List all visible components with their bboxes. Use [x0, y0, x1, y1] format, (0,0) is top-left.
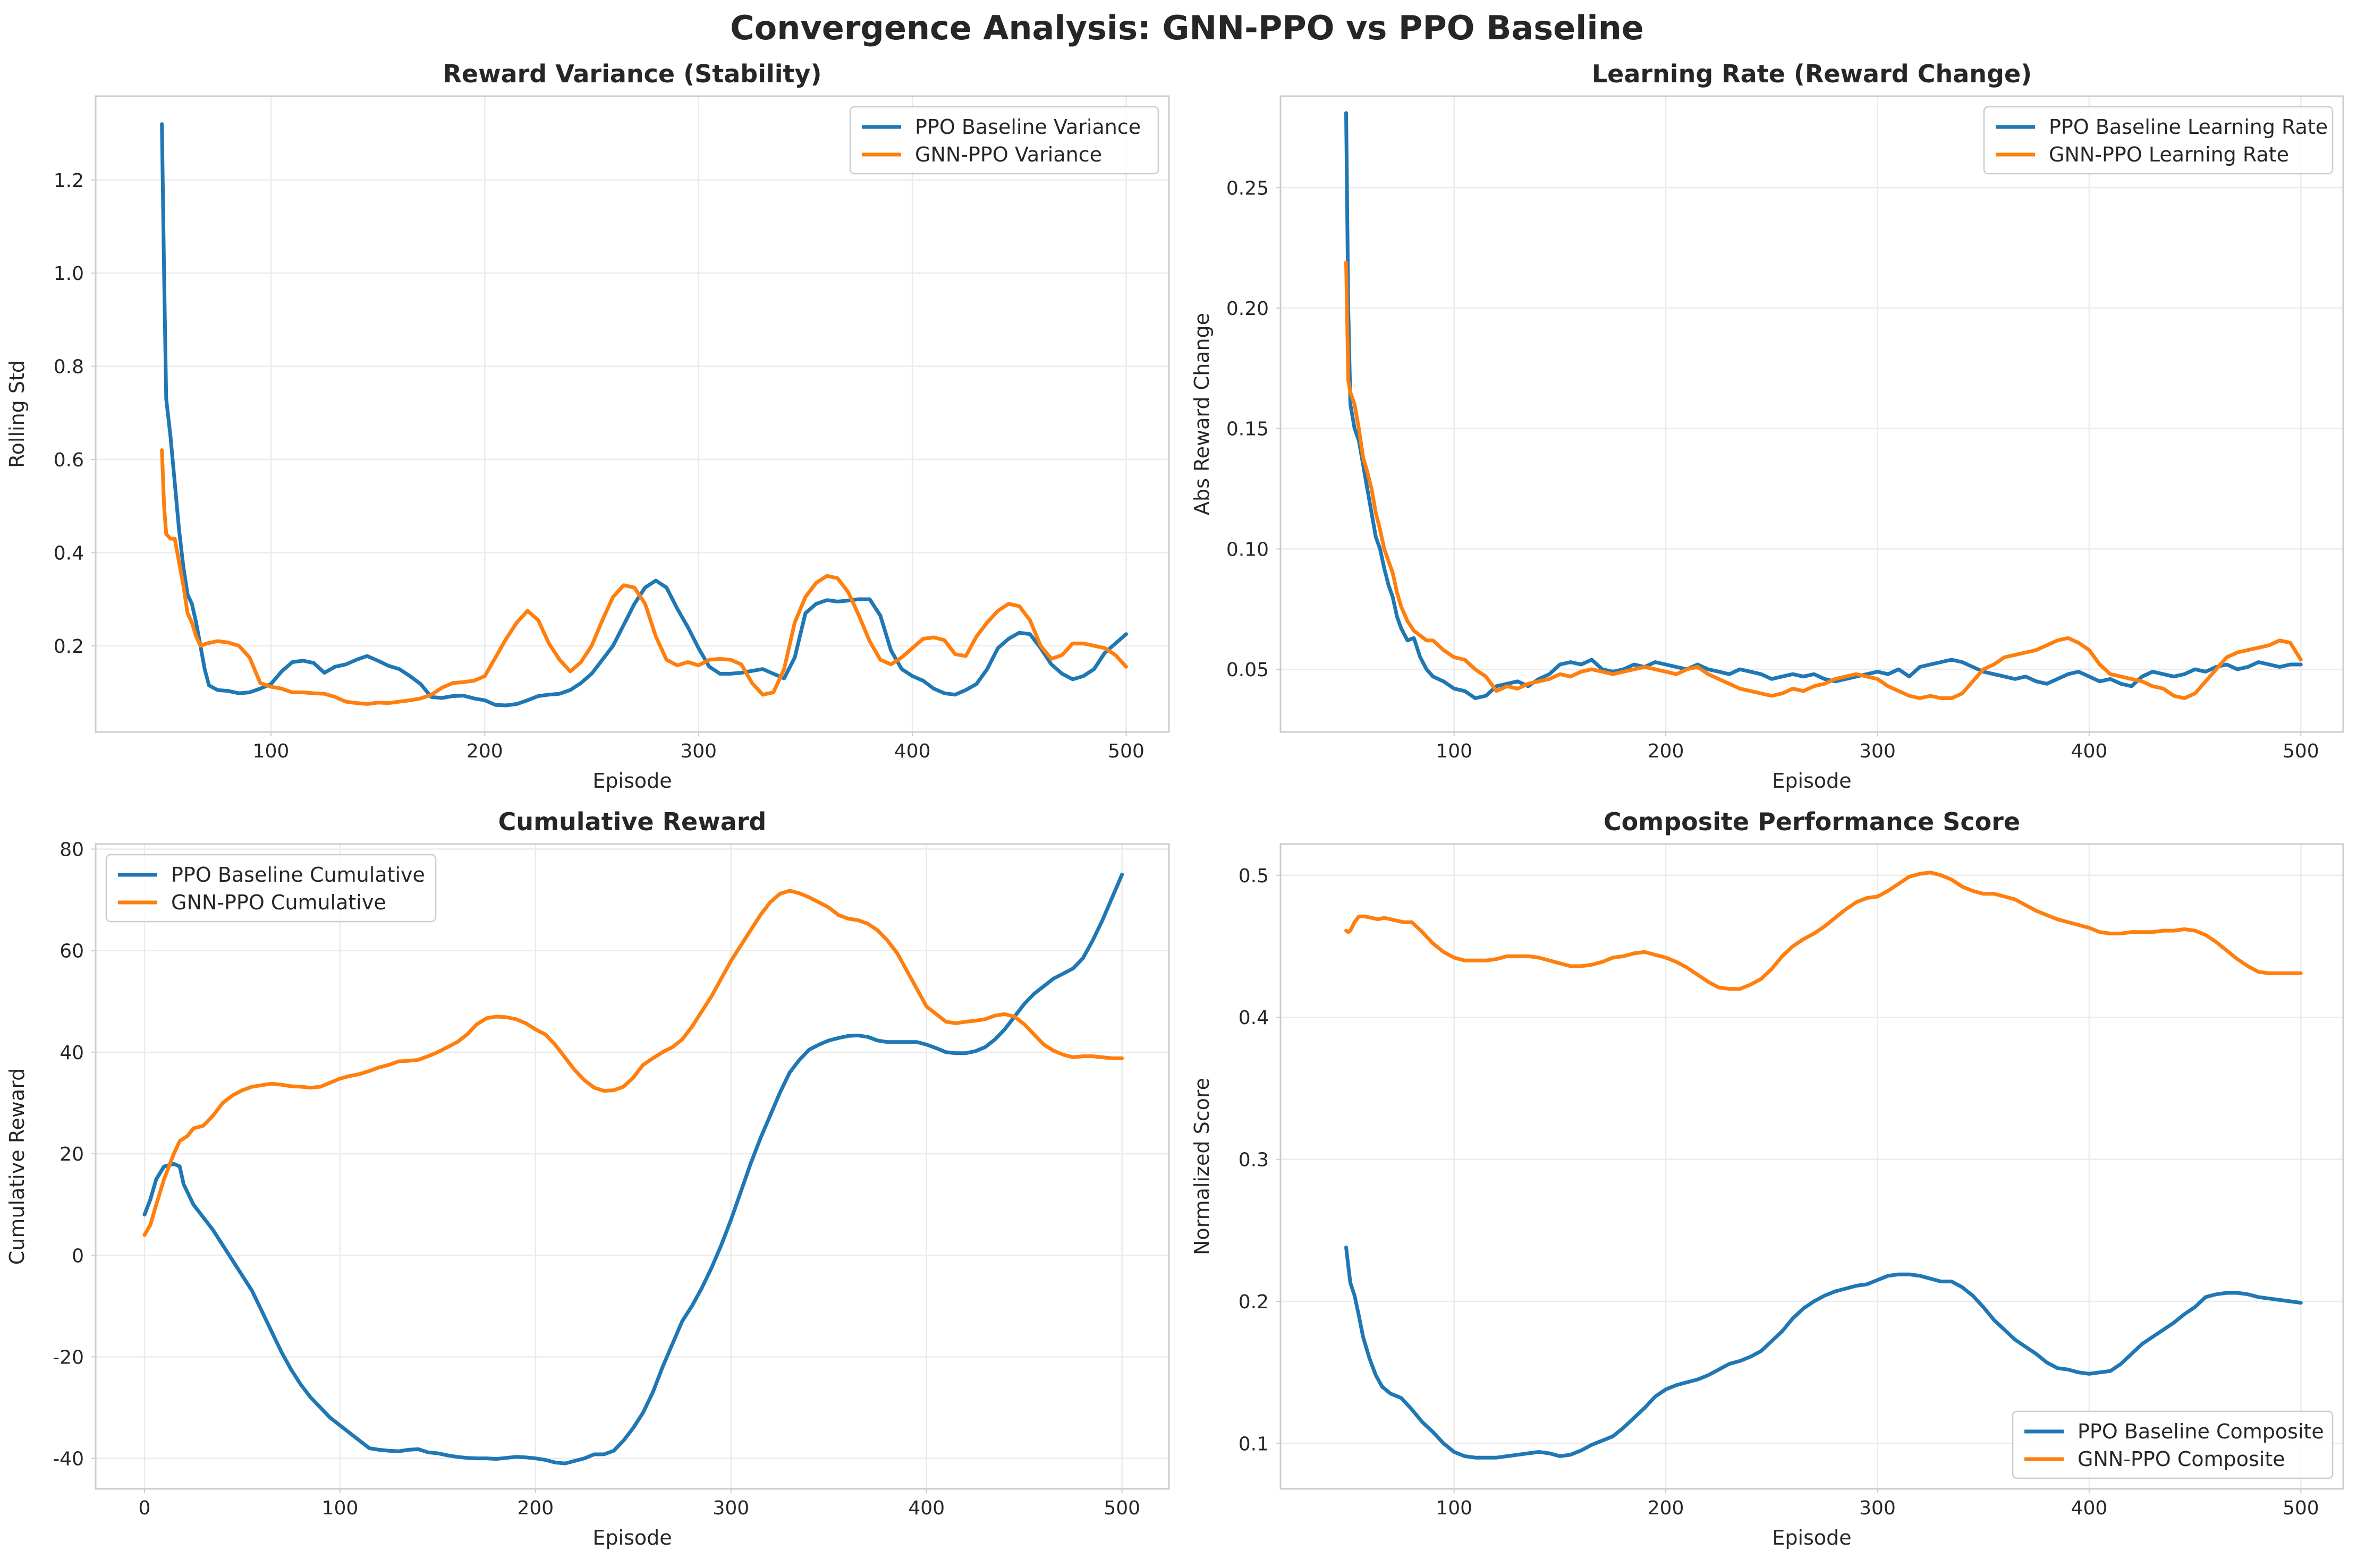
x-axis-label: Episode	[592, 769, 672, 792]
y-tick-label: 0.5	[1239, 865, 1269, 887]
y-tick-label: 0.1	[1239, 1433, 1269, 1455]
y-tick-label: 0.10	[1226, 539, 1269, 560]
y-axis-label: Normalized Score	[1190, 1078, 1214, 1255]
series-line-ppo-baseline-composite	[1344, 1245, 2303, 1460]
x-tick-label: 200	[467, 740, 503, 762]
y-axis-label: Cumulative Reward	[5, 1068, 29, 1265]
x-tick-label: 400	[2071, 1497, 2108, 1519]
panel-title: Cumulative Reward	[498, 807, 767, 836]
composite-score-panel: 100 200 300 400 500 0.1 0.2 0.3 0.4 0.5 Composite …	[1190, 807, 2344, 1549]
y-tick-label: 0.6	[54, 449, 84, 471]
x-tick-label: 500	[2283, 740, 2319, 762]
figure-title: Convergence Analysis: GNN-PPO vs PPO Bas…	[730, 8, 1644, 47]
plot-frame	[1279, 95, 2344, 733]
legend-box	[2012, 1410, 2334, 1479]
y-tick-label: 0.2	[54, 636, 84, 658]
series-line-gnn-ppo-composite	[1344, 871, 2303, 991]
legend: PPO Baseline Composite GNN-PPO Composite	[2012, 1410, 2334, 1479]
legend: PPO Baseline Learning Rate GNN-PPO Learni…	[1983, 106, 2334, 175]
y-tick-label: 60	[60, 941, 84, 962]
y-tick-label: 0.05	[1226, 659, 1269, 681]
legend-label: PPO Baseline Variance	[915, 115, 1141, 139]
y-tick-label: 40	[60, 1042, 84, 1064]
panel-title: Reward Variance (Stability)	[443, 59, 821, 88]
y-tick-label: 1.2	[54, 170, 84, 192]
y-tick-label: 0.15	[1226, 419, 1269, 440]
series-line-ppo-baseline-variance	[160, 122, 1128, 708]
plot-frame	[95, 843, 1170, 1490]
x-tick-label: 400	[908, 1497, 945, 1519]
legend-label: GNN-PPO Cumulative	[171, 891, 386, 914]
y-tick-label: 0.4	[54, 542, 84, 564]
x-tick-label: 0	[139, 1497, 151, 1519]
x-tick-label: 100	[1436, 740, 1472, 762]
x-tick-label: 400	[2071, 740, 2108, 762]
x-tick-label: 300	[713, 1497, 749, 1519]
panel-title: Composite Performance Score	[1604, 807, 2020, 836]
series-line-gnn-ppo-learning-rate	[1344, 260, 2303, 700]
y-tick-label: 0.2	[1239, 1291, 1269, 1313]
legend-box	[849, 106, 1159, 175]
x-tick-label: 500	[1104, 1497, 1140, 1519]
plot-frame	[95, 95, 1170, 733]
x-tick-label: 300	[1859, 1497, 1896, 1519]
plot-frame	[1279, 843, 2344, 1490]
x-tick-label: 500	[1108, 740, 1144, 762]
learning-rate-panel: 100 200 300 400 500 0.05 0.10 0.15 0.20 0.25 Learn…	[1190, 59, 2344, 792]
x-axis-label: Episode	[1772, 1526, 1851, 1549]
legend-label: GNN-PPO Learning Rate	[2049, 143, 2289, 166]
y-axis-label: Abs Reward Change	[1190, 313, 1214, 515]
legend-box	[1983, 106, 2334, 175]
y-tick-label: 0.8	[54, 356, 84, 378]
y-tick-label: -40	[53, 1448, 84, 1470]
x-tick-label: 300	[680, 740, 717, 762]
legend: PPO Baseline Variance GNN-PPO Variance	[849, 106, 1159, 175]
y-axis-label: Rolling Std	[5, 360, 29, 468]
series-line-gnn-ppo-variance	[160, 448, 1128, 706]
y-tick-label: 0.20	[1226, 298, 1269, 320]
series-line-gnn-ppo-cumulative	[142, 889, 1124, 1237]
y-tick-label: 0.3	[1239, 1149, 1269, 1171]
x-tick-label: 100	[253, 740, 290, 762]
legend-label: PPO Baseline Learning Rate	[2049, 115, 2328, 139]
x-tick-label: 400	[894, 740, 931, 762]
y-tick-label: 1.0	[54, 263, 84, 285]
x-tick-label: 500	[2283, 1497, 2319, 1519]
x-axis-label: Episode	[1772, 769, 1851, 792]
legend-label: GNN-PPO Variance	[915, 143, 1102, 166]
legend-label: PPO Baseline Cumulative	[171, 863, 425, 887]
x-tick-label: 300	[1859, 740, 1896, 762]
reward-variance-panel: 100 200 300 400 500 0.2 0.4 0.6 0.8 1.0 1.2 Reward …	[5, 59, 1170, 792]
x-tick-label: 200	[1648, 1497, 1684, 1519]
x-tick-label: 100	[322, 1497, 359, 1519]
x-tick-label: 200	[1648, 740, 1684, 762]
series-line-ppo-baseline-learning-rate	[1344, 111, 2303, 700]
y-tick-label: 20	[60, 1144, 84, 1165]
panel-title: Learning Rate (Reward Change)	[1592, 59, 2032, 88]
y-tick-label: 0.4	[1239, 1007, 1269, 1029]
y-tick-label: 0.25	[1226, 177, 1269, 199]
series-line-ppo-baseline-cumulative	[142, 872, 1124, 1465]
legend: PPO Baseline Cumulative GNN-PPO Cumulativ…	[105, 854, 437, 923]
x-axis-label: Episode	[592, 1526, 672, 1549]
cumulative-reward-panel: 0 100 200 300 400 500 -40 -20 0 20 40 60 80 Cumulativ…	[5, 807, 1170, 1549]
legend-label: PPO Baseline Composite	[2078, 1420, 2324, 1443]
legend-label: GNN-PPO Composite	[2078, 1447, 2285, 1471]
y-tick-label: 80	[60, 839, 84, 861]
x-tick-label: 100	[1436, 1497, 1472, 1519]
y-tick-label: -20	[53, 1347, 84, 1368]
legend-box	[105, 854, 437, 923]
y-tick-label: 0	[72, 1245, 84, 1267]
x-tick-label: 200	[518, 1497, 554, 1519]
